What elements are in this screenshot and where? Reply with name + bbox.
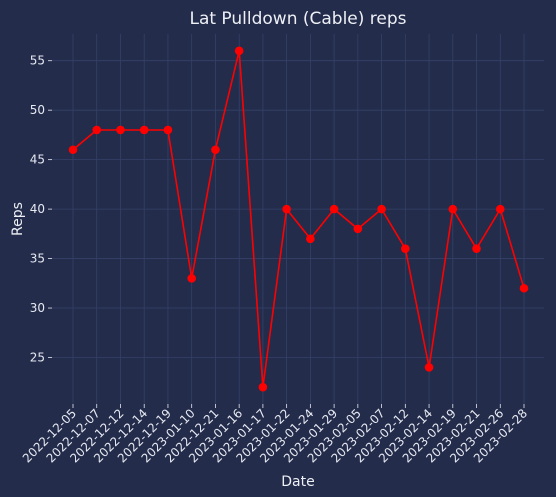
data-point bbox=[68, 145, 78, 155]
y-axis: 25 30 35 40 45 50 55 bbox=[30, 54, 52, 365]
data-point bbox=[495, 204, 505, 214]
data-point bbox=[234, 46, 244, 56]
y-tick-label: 25 bbox=[30, 351, 45, 365]
data-point bbox=[401, 244, 410, 253]
data-point bbox=[424, 363, 434, 372]
data-point bbox=[377, 204, 386, 214]
data-point bbox=[139, 125, 149, 135]
grid bbox=[52, 34, 544, 404]
data-point bbox=[92, 125, 102, 135]
data-point bbox=[448, 204, 458, 214]
data-point bbox=[116, 125, 125, 135]
chart-title: Lat Pulldown (Cable) reps bbox=[189, 9, 406, 29]
data-point bbox=[353, 224, 363, 234]
y-tick-label: 30 bbox=[30, 301, 45, 315]
x-axis-label: Date bbox=[281, 474, 314, 490]
data-point bbox=[163, 125, 173, 135]
y-tick-label: 40 bbox=[30, 202, 45, 216]
data-point bbox=[187, 274, 196, 283]
y-tick-label: 50 bbox=[30, 103, 45, 117]
data-point bbox=[282, 204, 291, 214]
data-point bbox=[211, 145, 220, 155]
y-tick-label: 35 bbox=[30, 252, 45, 266]
data-point bbox=[519, 283, 529, 293]
data-point bbox=[472, 244, 481, 253]
data-point bbox=[329, 204, 339, 214]
x-axis: 2022-12-052022-12-072022-12-122022-12-14… bbox=[20, 404, 530, 465]
data-point bbox=[306, 234, 315, 244]
y-tick-label: 55 bbox=[30, 54, 45, 68]
y-tick-label: 45 bbox=[30, 153, 45, 167]
data-point bbox=[258, 382, 268, 392]
series bbox=[68, 46, 529, 392]
y-axis-label: Reps bbox=[10, 202, 26, 236]
